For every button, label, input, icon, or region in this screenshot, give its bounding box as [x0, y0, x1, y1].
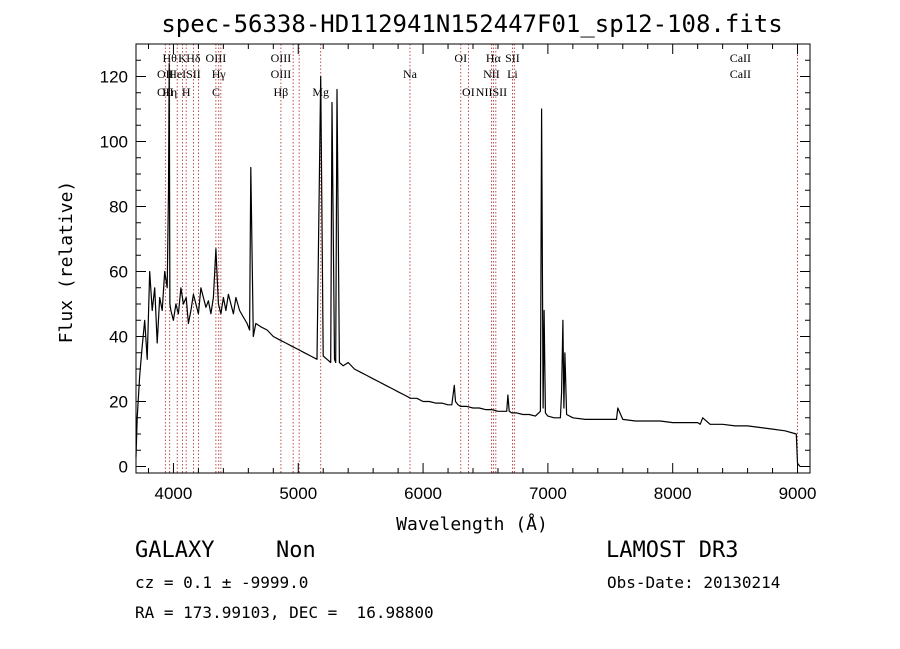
y-tick-label: 100	[100, 133, 128, 152]
y-tick-label: 80	[109, 198, 128, 217]
emission-line-label: OI	[462, 85, 475, 99]
y-tick-label: 60	[109, 263, 128, 282]
y-tick-label: 40	[109, 328, 128, 347]
spectrum-chart: spec-56338-HD112941N152447F01_sp12-108.f…	[56, 10, 817, 535]
emission-line-markers	[164, 44, 798, 473]
y-tick-label: 20	[109, 393, 128, 412]
emission-line-label: NIISII	[476, 85, 507, 99]
flux-series	[135, 62, 801, 467]
emission-line-label: NII	[483, 67, 500, 81]
emission-line-label: C	[212, 85, 220, 99]
emission-line-label: SII	[186, 67, 201, 81]
emission-line-label: Na	[403, 67, 418, 81]
chart-title: spec-56338-HD112941N152447F01_sp12-108.f…	[161, 10, 782, 38]
x-axis-label: Wavelength (Å)	[396, 513, 548, 535]
emission-line-label: OIII	[206, 51, 227, 65]
emission-line-label: Hα	[486, 51, 502, 65]
emission-line-label: HeI	[168, 67, 186, 81]
emission-line-label: CaII	[730, 67, 751, 81]
flux-line	[135, 62, 801, 467]
plot-frame	[135, 43, 811, 474]
x-tick-label: 9000	[779, 484, 817, 503]
emission-line-label: OIII	[271, 67, 292, 81]
emission-line-label: SII	[505, 51, 520, 65]
object-type: GALAXY	[135, 538, 215, 563]
x-axis: 4000 5000 6000 7000 8000 9000	[147, 44, 817, 503]
emission-line-label: OI	[454, 51, 467, 65]
redshift-cz: cz = 0.1 ± -9999.0	[135, 573, 309, 592]
emission-line-label: Hβ	[274, 85, 289, 99]
emission-line-label: Li	[507, 67, 518, 81]
object-subtype: Non	[276, 538, 316, 563]
obs-date: Obs-Date: 20130214	[607, 573, 781, 592]
y-tick-label: 120	[100, 68, 128, 87]
emission-line-label: CaII	[730, 51, 751, 65]
emission-line-label: Hθ	[162, 51, 177, 65]
emission-line-label: K	[178, 51, 187, 65]
x-tick-label: 4000	[155, 484, 193, 503]
survey-name: LAMOST DR3	[606, 538, 739, 563]
emission-line-label: OIII	[271, 51, 292, 65]
y-axis-label: Flux (relative)	[56, 181, 77, 344]
emission-line-label: Hγ	[212, 67, 227, 81]
x-tick-label: 7000	[529, 484, 567, 503]
emission-line-label: H	[182, 85, 191, 99]
y-axis: 0 20 40 60 80 100 120	[100, 59, 810, 477]
y-tick-label: 0	[119, 458, 128, 477]
x-tick-label: 5000	[279, 484, 317, 503]
x-tick-label: 8000	[654, 484, 692, 503]
x-tick-label: 6000	[404, 484, 442, 503]
ra-dec-coords: RA = 173.99103, DEC = 16.98800	[135, 603, 434, 622]
emission-line-label: Hδ	[186, 51, 201, 65]
